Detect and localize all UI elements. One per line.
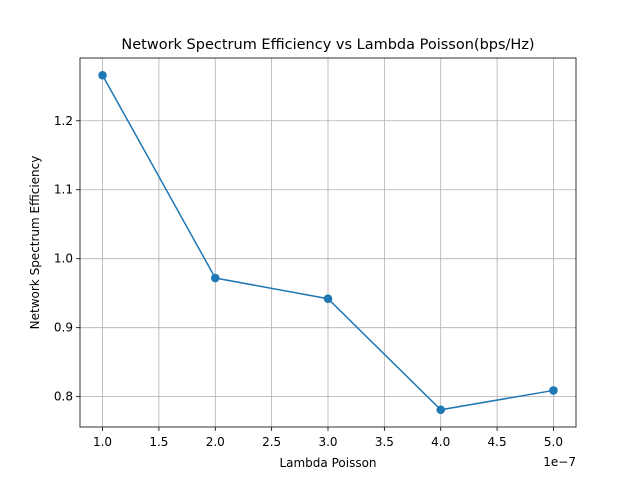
x-tick-label-7: 4.5 [488,435,507,449]
x-tick-label-5: 3.5 [375,435,394,449]
x-axis-label: Lambda Poisson [279,456,376,470]
y-tick-label-0: 0.8 [54,390,73,404]
grid [80,58,576,427]
x-tick-label-0: 1.0 [93,435,112,449]
x-axis-offset-label: 1e−7 [543,455,576,469]
x-tick-label-6: 4.0 [431,435,450,449]
y-tick-label-3: 1.1 [54,183,73,197]
data-point-0-3 [436,405,446,415]
y-tick-label-1: 0.9 [54,321,73,335]
x-tick-label-1: 1.5 [149,435,168,449]
chart-title: Network Spectrum Efficiency vs Lambda Po… [121,37,534,53]
data-point-0-4 [549,386,558,395]
y-tick-label-4: 1.2 [54,114,73,128]
ticks: 1.0 1.5 2.0 2.5 3.0 3.5 4.0 4.5 5.0 0.8 0.9 1.0 1.1 1… [54,114,563,449]
y-tick-label-2: 1.0 [54,252,73,266]
x-tick-label-4: 3.0 [318,435,337,449]
y-axis-label: Network Spectrum Efficiency [28,156,42,330]
data-point-0-1 [210,273,220,283]
data-point-0-2 [323,294,333,304]
series-layer [98,70,558,415]
data-point-0-0 [98,70,107,80]
plot-frame [79,57,577,428]
x-tick-label-8: 5.0 [544,435,563,449]
x-tick-label-3: 2.5 [262,435,281,449]
x-tick-label-2: 2.0 [206,435,225,449]
